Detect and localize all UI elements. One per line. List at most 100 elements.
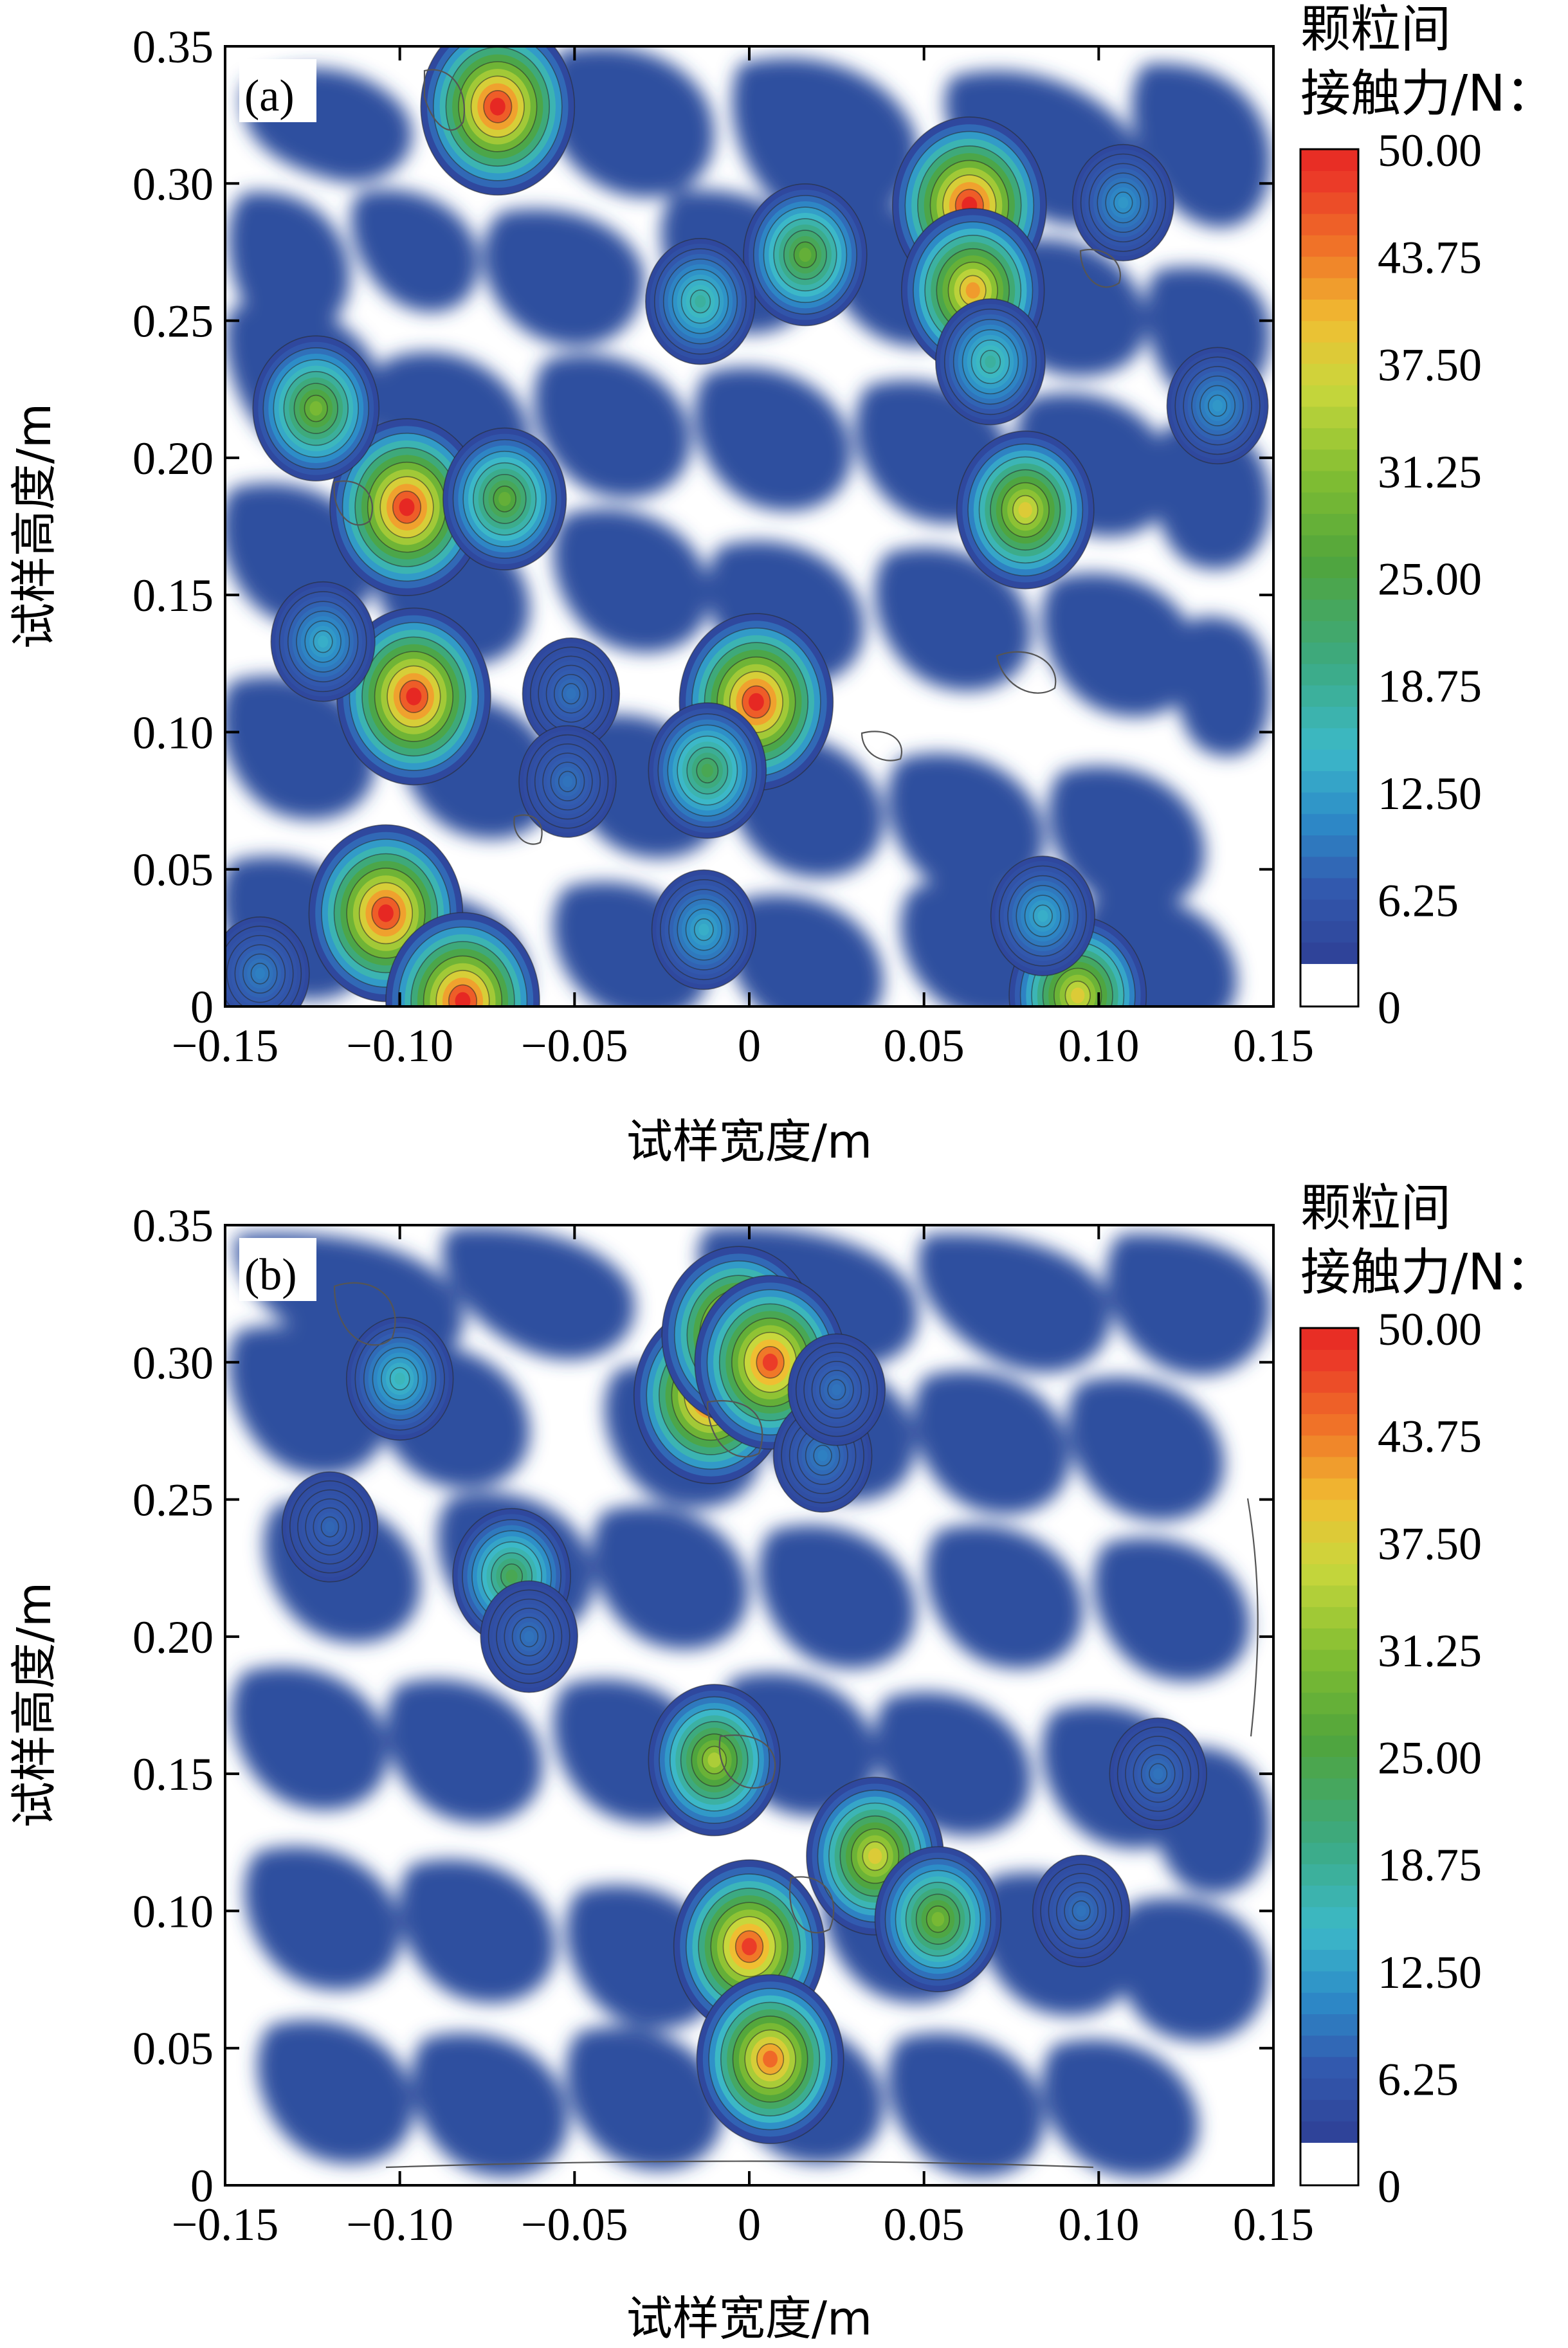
panel-b-contour-lines (333, 1282, 1259, 2169)
panel-a-label-box (239, 59, 316, 122)
panel-b-force-peaks (281, 1246, 1207, 2144)
force-peak (648, 702, 767, 839)
force-peak (874, 1846, 1002, 1992)
colorbar-band (1300, 727, 1358, 750)
colorbar-band (1300, 1970, 1358, 1993)
force-peak (329, 418, 484, 596)
colorbar-band (1300, 2121, 1358, 2143)
panel-a-force-peaks (225, 46, 1269, 1006)
colorbar-band (1300, 213, 1358, 235)
force-peak (281, 1471, 379, 1583)
colorbar-band (1300, 1542, 1358, 1565)
y-tick-label: 0.20 (132, 1612, 214, 1663)
force-peak (743, 183, 868, 327)
force-peak (345, 1316, 454, 1441)
colorbar-band (1300, 878, 1358, 900)
colorbar-band (1300, 2099, 1358, 2122)
panel-a-colorbar: 0 6.25 12.50 18.75 25.00 31.25 37.50 43.75 50.00 (1299, 125, 1482, 1033)
x-tick-label: 0.15 (1233, 2199, 1314, 2250)
colorbar-band (1300, 942, 1358, 964)
colorbar-band (1300, 685, 1358, 707)
panel-a-contour-plot: (a) −0.15 −0.10 −0.05 0 0.05 0.10 0.15 0 0.05 0.… (7, 1, 1556, 1169)
y-tick-label: 0.15 (132, 570, 214, 621)
y-tick-label: 0.05 (132, 2023, 214, 2075)
force-peak (956, 430, 1095, 590)
force-peak (787, 1333, 886, 1446)
force-peak (420, 46, 576, 196)
panel-a-label: (a) (244, 71, 295, 121)
colorbar-band (1300, 1563, 1358, 1586)
colorbar-band (1300, 1756, 1358, 1779)
x-tick-label: 0 (738, 1020, 761, 1071)
colorbar-band (1300, 963, 1358, 986)
colorbar-band (1300, 235, 1358, 257)
colorbar-band (1300, 1628, 1358, 1650)
force-peak (252, 335, 380, 482)
panel-b-x-axis-title: 试样宽度/m (626, 2291, 872, 2345)
panel-a-x-axis: −0.15 −0.10 −0.05 0 0.05 0.10 0.15 (172, 46, 1314, 1071)
colorbar-band (1300, 406, 1358, 428)
colorbar-tick-label: 50.00 (1378, 125, 1482, 176)
colorbar-band (1300, 1885, 1358, 1907)
colorbar-band (1300, 1992, 1358, 2014)
force-peak (696, 1974, 844, 2144)
force-peak (1032, 1854, 1131, 1967)
colorbar-band (1300, 920, 1358, 943)
colorbar-band (1300, 2142, 1358, 2165)
colorbar-band (1300, 2163, 1358, 2186)
panel-a-contour-lines (333, 69, 1121, 845)
force-peak (442, 427, 567, 570)
colorbar-band (1300, 470, 1358, 493)
colorbar-tick-label: 12.50 (1378, 1947, 1482, 1998)
colorbar-band (1300, 1671, 1358, 1693)
colorbar-band (1300, 1606, 1358, 1629)
force-peak (1166, 347, 1269, 465)
x-tick-label: −0.10 (346, 1020, 453, 1071)
colorbar-band (1300, 749, 1358, 772)
colorbar-band (1300, 299, 1358, 322)
colorbar-band (1300, 534, 1358, 557)
force-peak (1071, 143, 1174, 262)
force-peak (308, 824, 464, 1003)
panel-a-colorbar-title-line-1: 颗粒间 (1300, 1, 1451, 59)
y-tick-label: 0.30 (132, 158, 214, 210)
colorbar-band (1300, 1414, 1358, 1436)
colorbar-band (1300, 1864, 1358, 1886)
colorbar-band (1300, 1435, 1358, 1457)
force-peak (934, 298, 1046, 426)
x-tick-label: 0.10 (1058, 2199, 1139, 2250)
colorbar-band (1300, 1906, 1358, 1929)
colorbar-tick-label: 6.25 (1378, 2053, 1459, 2105)
x-tick-label: −0.05 (521, 1020, 628, 1071)
colorbar-band (1300, 1713, 1358, 1736)
y-tick-label: 0.15 (132, 1749, 214, 1800)
y-tick-label: 0.20 (132, 433, 214, 484)
colorbar-band (1300, 599, 1358, 621)
colorbar-band (1300, 1778, 1358, 1800)
colorbar-frame (1299, 1327, 1360, 2187)
force-peak (336, 607, 491, 786)
colorbar-tick-label: 6.25 (1378, 875, 1459, 926)
colorbar-band (1300, 341, 1358, 364)
colorbar-band (1300, 513, 1358, 536)
colorbar-band (1300, 835, 1358, 857)
force-peak (648, 1684, 781, 1837)
colorbar-band (1300, 2014, 1358, 2036)
colorbar-band (1300, 1692, 1358, 1715)
y-tick-label: 0.10 (132, 1886, 214, 1937)
colorbar-band (1300, 385, 1358, 407)
colorbar-tick-label: 0 (1378, 982, 1401, 1033)
colorbar-band (1300, 149, 1358, 171)
colorbar-band (1300, 320, 1358, 343)
x-tick-label: 0 (738, 2199, 761, 2250)
colorbar-band (1300, 1328, 1358, 1350)
y-tick-label: 0.35 (132, 21, 214, 73)
colorbar-tick-label: 43.75 (1378, 232, 1482, 284)
y-tick-label: 0.10 (132, 707, 214, 758)
colorbar-band (1300, 1478, 1358, 1500)
colorbar-tick-label: 43.75 (1378, 1411, 1482, 1462)
colorbar-band (1300, 1649, 1358, 1671)
force-peak (385, 912, 540, 1006)
y-tick-label: 0 (190, 981, 214, 1033)
panel-b-label: (b) (244, 1250, 297, 1300)
